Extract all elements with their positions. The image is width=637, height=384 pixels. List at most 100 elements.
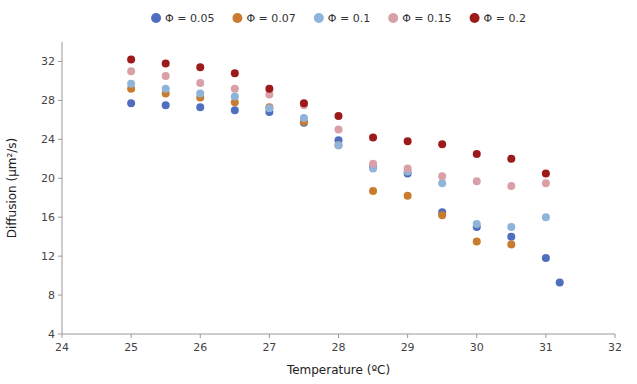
point <box>507 223 515 231</box>
y-tick-label: 8 <box>48 289 55 302</box>
y-tick <box>58 61 62 62</box>
series <box>127 85 515 249</box>
x-tick-label: 25 <box>124 341 138 354</box>
legend-label: Φ = 0.05 <box>165 12 214 25</box>
point <box>507 155 515 163</box>
series <box>127 99 564 286</box>
y-tick-label: 12 <box>41 250 55 263</box>
x-tick <box>131 334 132 338</box>
y-tick <box>58 139 62 140</box>
point <box>438 211 446 219</box>
y-axis-label: Diffusion (μm²/s) <box>5 138 19 239</box>
legend: Φ = 0.05 Φ = 0.07 Φ = 0.1 Φ = 0.15 Φ = 0.2 <box>151 12 526 25</box>
legend-marker <box>314 13 324 23</box>
point <box>231 93 239 101</box>
point <box>231 69 239 77</box>
x-tick-label: 29 <box>401 341 415 354</box>
legend-item: Φ = 0.05 <box>151 12 214 25</box>
point <box>231 106 239 114</box>
point <box>162 72 170 80</box>
legend-item: Φ = 0.2 <box>470 12 526 25</box>
point <box>335 126 343 134</box>
legend-marker <box>470 13 480 23</box>
y-axis-line <box>62 42 63 334</box>
point <box>196 90 204 98</box>
point <box>542 169 550 177</box>
plot-area <box>127 56 564 287</box>
y-tick <box>58 178 62 179</box>
point <box>127 80 135 88</box>
point <box>507 240 515 248</box>
point <box>556 278 564 286</box>
x-tick <box>545 334 546 338</box>
point <box>162 85 170 93</box>
point <box>404 165 412 173</box>
point <box>473 238 481 246</box>
legend-marker <box>232 13 242 23</box>
x-tick-label: 28 <box>332 341 346 354</box>
legend-label: Φ = 0.1 <box>328 12 370 25</box>
point <box>542 213 550 221</box>
y-tick-label: 24 <box>41 133 55 146</box>
point <box>265 104 273 112</box>
point <box>127 67 135 75</box>
legend-label: Φ = 0.15 <box>402 12 451 25</box>
x-tick <box>338 334 339 338</box>
x-tick-label: 30 <box>470 341 484 354</box>
x-tick-label: 24 <box>55 341 69 354</box>
series <box>127 67 550 190</box>
point <box>438 140 446 148</box>
point <box>404 192 412 200</box>
y-tick-label: 4 <box>48 328 55 341</box>
x-tick-label: 27 <box>262 341 276 354</box>
x-tick-label: 32 <box>608 341 622 354</box>
y-tick-label: 32 <box>41 55 55 68</box>
x-tick <box>200 334 201 338</box>
x-tick-label: 26 <box>193 341 207 354</box>
y-tick <box>58 295 62 296</box>
x-tick <box>269 334 270 338</box>
point <box>300 99 308 107</box>
x-tick <box>62 334 63 338</box>
point <box>265 103 273 111</box>
point <box>196 79 204 87</box>
point <box>507 233 515 241</box>
point <box>473 150 481 158</box>
point <box>542 254 550 262</box>
y-tick-label: 20 <box>41 172 55 185</box>
point <box>196 103 204 111</box>
chart: 24 25 26 27 28 29 30 31 32 4 8 12 16 20 24 28 32 Temperat… <box>0 0 637 384</box>
point <box>542 179 550 187</box>
legend-label: Φ = 0.2 <box>484 12 526 25</box>
y-tick-label: 16 <box>41 211 55 224</box>
point <box>369 160 377 168</box>
legend-item: Φ = 0.07 <box>232 12 295 25</box>
x-tick <box>615 334 616 338</box>
point <box>162 101 170 109</box>
point <box>335 141 343 149</box>
point <box>335 141 343 149</box>
series <box>127 80 550 231</box>
x-axis-label: Temperature (ºC) <box>286 363 390 377</box>
legend-marker <box>388 13 398 23</box>
point <box>473 220 481 228</box>
point <box>196 63 204 71</box>
y-tick <box>58 100 62 101</box>
point <box>162 59 170 67</box>
y-tick <box>58 217 62 218</box>
y-tick <box>58 334 62 335</box>
y-tick <box>58 256 62 257</box>
legend-item: Φ = 0.15 <box>388 12 451 25</box>
series <box>127 56 550 178</box>
point <box>265 85 273 93</box>
point <box>369 187 377 195</box>
point <box>404 137 412 145</box>
point <box>438 172 446 180</box>
point <box>127 99 135 107</box>
point <box>473 177 481 185</box>
x-tick <box>476 334 477 338</box>
legend-marker <box>151 13 161 23</box>
x-tick-label: 31 <box>539 341 553 354</box>
legend-label: Φ = 0.07 <box>246 12 295 25</box>
y-tick-label: 28 <box>41 94 55 107</box>
